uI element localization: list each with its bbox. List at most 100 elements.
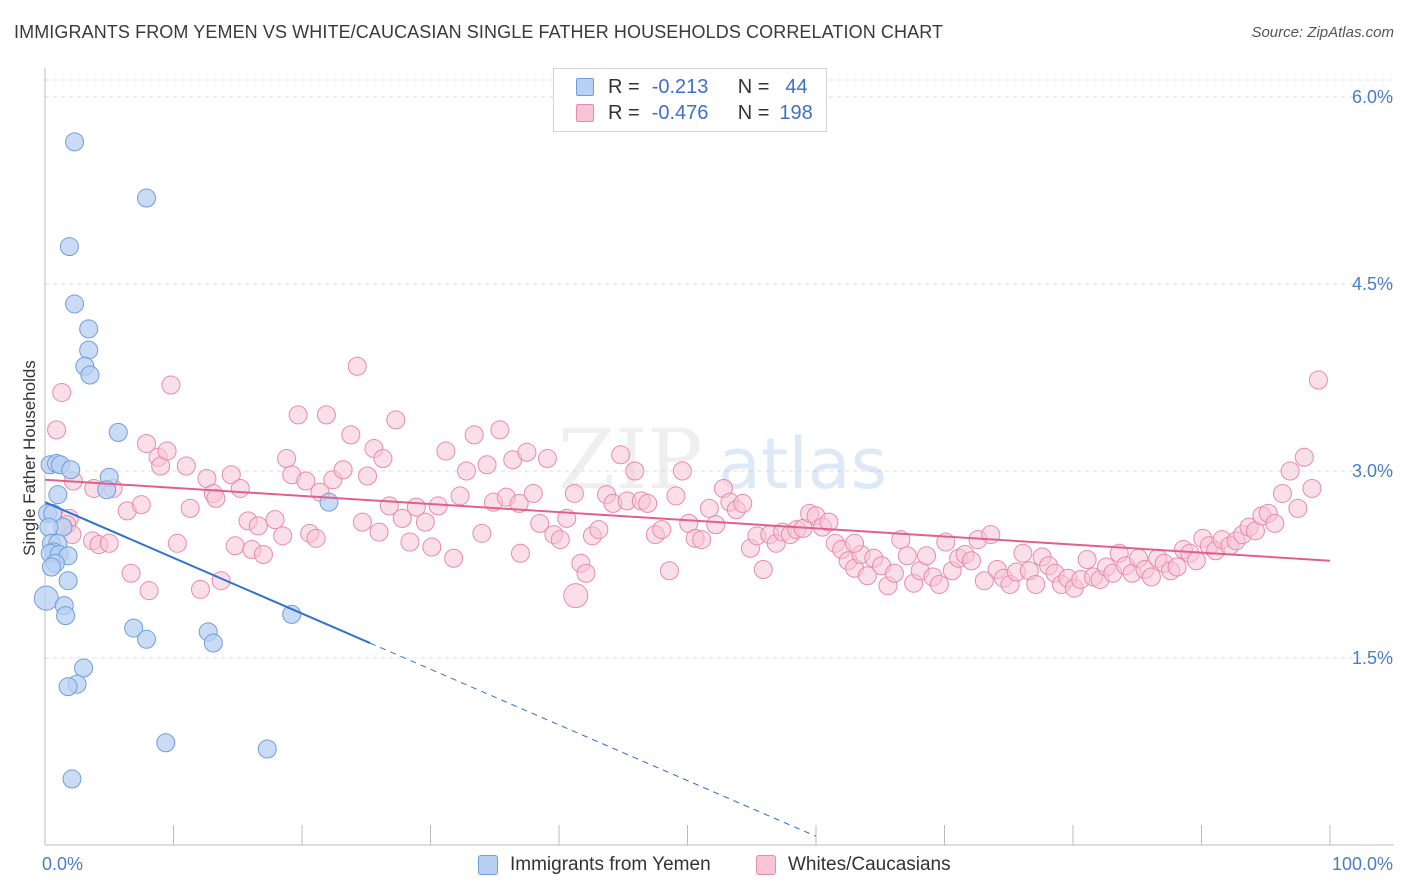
legend-row-whites: R = -0.476 N = 198 bbox=[554, 100, 813, 126]
whites-point bbox=[660, 561, 680, 581]
whites-point bbox=[444, 548, 464, 568]
whites-point bbox=[857, 566, 877, 586]
whites-point bbox=[611, 445, 631, 465]
whites-point bbox=[537, 449, 557, 469]
yemen-point bbox=[58, 677, 78, 697]
yemen-trend-extension bbox=[369, 642, 817, 837]
bottom-legend-yemen: Immigrants from Yemen bbox=[478, 852, 711, 878]
whites-point bbox=[456, 461, 476, 481]
whites-trend-line bbox=[44, 478, 1331, 562]
whites-point bbox=[347, 356, 367, 376]
y-tick-label: 4.5% bbox=[1352, 274, 1393, 294]
whites-point bbox=[1280, 461, 1300, 481]
whites-point bbox=[1302, 478, 1322, 498]
yemen-point bbox=[48, 485, 68, 505]
y-tick-label: 6.0% bbox=[1352, 87, 1393, 107]
whites-point bbox=[1186, 551, 1206, 571]
legend-n-label: N = bbox=[737, 101, 770, 124]
y-axis-label: Single Father Households bbox=[20, 360, 39, 556]
whites-point bbox=[1272, 483, 1292, 503]
whites-point bbox=[352, 512, 372, 532]
whites-point bbox=[392, 508, 412, 528]
whites-point bbox=[589, 520, 609, 540]
whites-point bbox=[296, 471, 316, 491]
whites-point bbox=[845, 533, 865, 553]
yemen-point bbox=[79, 319, 99, 339]
yemen-point bbox=[257, 739, 277, 759]
legend-r-label: R = bbox=[608, 75, 640, 98]
whites-point bbox=[358, 466, 378, 486]
yemen-point bbox=[62, 769, 82, 789]
whites-point bbox=[277, 449, 297, 469]
yemen-point bbox=[79, 340, 99, 360]
whites-point bbox=[316, 405, 336, 425]
whites-point bbox=[550, 530, 570, 550]
whites-point bbox=[517, 442, 537, 462]
whites-point bbox=[1167, 557, 1187, 577]
bottom-legend-label-yemen: Immigrants from Yemen bbox=[510, 854, 711, 875]
trend-lines bbox=[44, 478, 1331, 837]
whites-point bbox=[652, 520, 672, 540]
chart-title: IMMIGRANTS FROM YEMEN VS WHITE/CAUCASIAN… bbox=[14, 22, 944, 42]
whites-point bbox=[692, 530, 712, 550]
bottom-legend-swatch-blue bbox=[478, 855, 498, 875]
yemen-point bbox=[65, 294, 85, 314]
whites-point bbox=[523, 483, 543, 503]
whites-point bbox=[47, 420, 67, 440]
whites-point bbox=[1013, 543, 1033, 563]
whites-point bbox=[1077, 550, 1097, 570]
yemen-point bbox=[41, 557, 61, 577]
whites-point bbox=[386, 410, 406, 430]
whites-point bbox=[1026, 574, 1046, 594]
x-tick-left: 0.0% bbox=[42, 854, 83, 874]
whites-point bbox=[672, 461, 692, 481]
whites-point bbox=[137, 434, 157, 454]
whites-point bbox=[121, 563, 141, 583]
whites-point bbox=[510, 543, 530, 563]
whites-point bbox=[436, 441, 456, 461]
yemen-point bbox=[203, 633, 223, 653]
yemen-point bbox=[137, 629, 157, 649]
whites-point bbox=[157, 441, 177, 461]
yemen-point bbox=[33, 585, 59, 611]
whites-point bbox=[373, 449, 393, 469]
whites-point bbox=[176, 456, 196, 476]
whites-point bbox=[509, 493, 529, 513]
watermark-atlas: atlas bbox=[718, 423, 887, 505]
whites-point bbox=[422, 537, 442, 557]
whites-point bbox=[333, 460, 353, 480]
whites-point bbox=[1141, 567, 1161, 587]
legend-n-label: N = bbox=[737, 75, 770, 98]
whites-point bbox=[666, 486, 686, 506]
whites-point bbox=[1288, 498, 1308, 518]
whites-point bbox=[161, 375, 181, 395]
bottom-legend-swatch-pink bbox=[756, 855, 776, 875]
yemen-point bbox=[56, 606, 76, 626]
whites-point bbox=[576, 563, 596, 583]
whites-point bbox=[472, 523, 492, 543]
whites-point bbox=[306, 528, 326, 548]
yemen-point bbox=[39, 517, 59, 537]
whites-point bbox=[819, 512, 839, 532]
bottom-legend-label-whites: Whites/Caucasians bbox=[788, 854, 951, 875]
legend-r-value-whites: -0.476 bbox=[651, 101, 709, 124]
whites-point bbox=[265, 510, 285, 530]
whites-point bbox=[699, 498, 719, 518]
y-tick-labels: 1.5% 3.0% 4.5% 6.0% bbox=[1352, 87, 1393, 668]
whites-point bbox=[52, 382, 72, 402]
whites-point bbox=[490, 420, 510, 440]
whites-point bbox=[225, 536, 245, 556]
yemen-point bbox=[80, 365, 100, 385]
legend-n-value-whites: 198 bbox=[779, 101, 813, 124]
whites-point bbox=[1294, 447, 1314, 467]
whites-point bbox=[180, 498, 200, 518]
yemen-point bbox=[59, 237, 79, 257]
whites-point bbox=[253, 545, 273, 565]
whites-point bbox=[638, 493, 658, 513]
legend-row-yemen: R = -0.213 N = 44 bbox=[554, 74, 808, 100]
yemen-point bbox=[124, 618, 144, 638]
whites-point bbox=[974, 571, 994, 591]
yemen-point bbox=[319, 492, 339, 512]
whites-point bbox=[99, 533, 119, 553]
